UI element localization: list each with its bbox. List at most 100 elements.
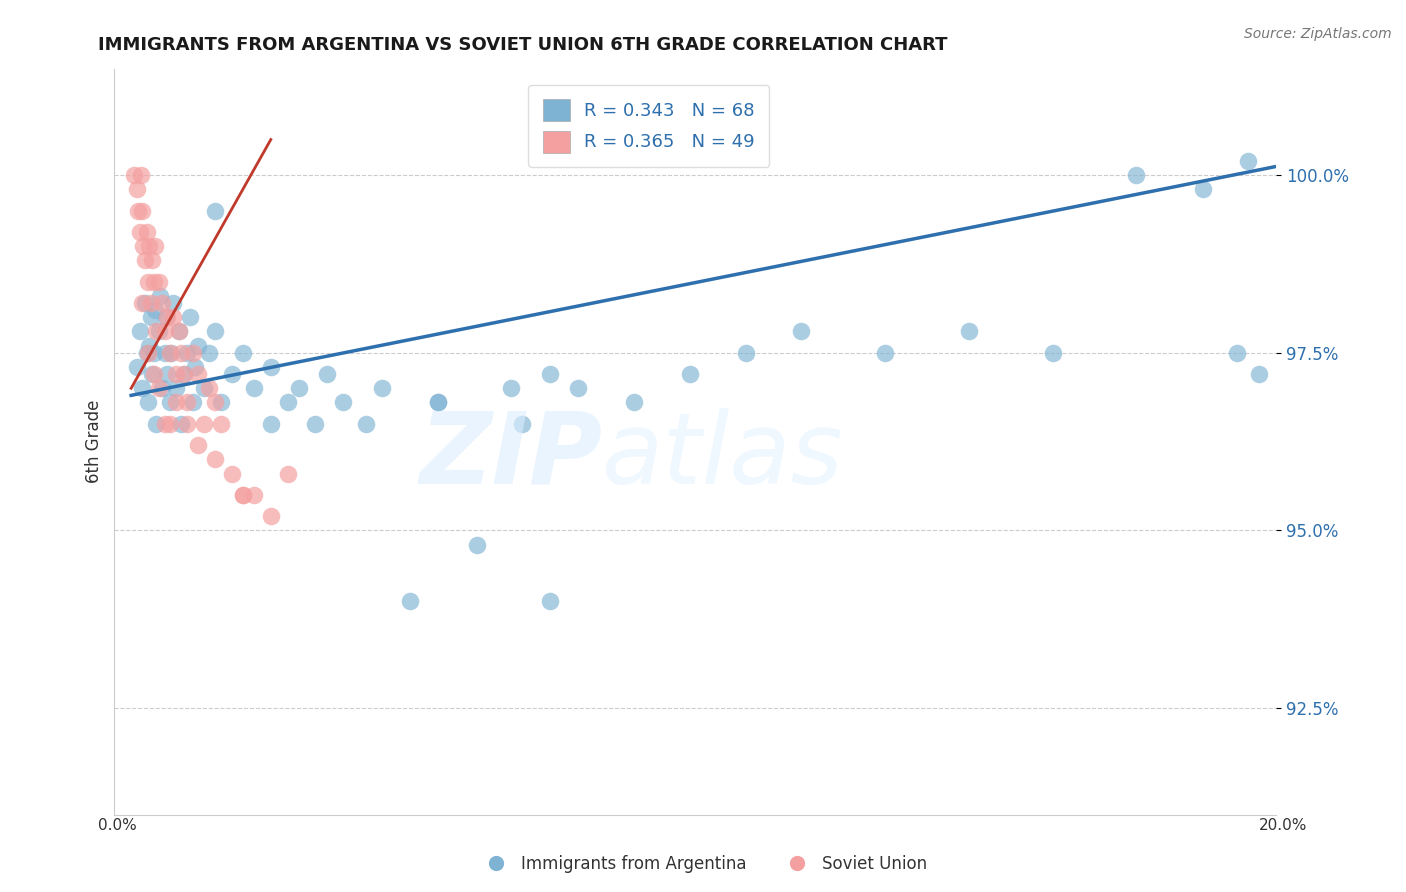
- Point: [679, 367, 702, 381]
- Point: [232, 345, 254, 359]
- Point: [134, 296, 156, 310]
- Point: [135, 225, 157, 239]
- Point: [315, 367, 337, 381]
- Point: [209, 395, 232, 409]
- Point: [1249, 367, 1271, 381]
- Point: [142, 367, 165, 381]
- Point: [567, 381, 589, 395]
- Point: [142, 345, 165, 359]
- Point: [141, 367, 163, 381]
- Point: [790, 325, 813, 339]
- Point: [136, 275, 159, 289]
- Point: [181, 395, 204, 409]
- Point: [128, 325, 150, 339]
- Point: [193, 417, 215, 431]
- Point: [371, 381, 394, 395]
- Text: 20.0%: 20.0%: [1260, 818, 1308, 832]
- Point: [150, 296, 173, 310]
- Point: [136, 345, 159, 359]
- Point: [1192, 182, 1215, 196]
- Point: [148, 325, 170, 339]
- Point: [165, 381, 187, 395]
- Point: [165, 367, 187, 381]
- Point: [153, 325, 176, 339]
- Point: [160, 345, 183, 359]
- Point: [181, 345, 204, 359]
- Point: [204, 203, 226, 218]
- Point: [155, 310, 177, 325]
- Point: [198, 381, 221, 395]
- Point: [162, 310, 184, 325]
- Point: [167, 325, 190, 339]
- Point: [204, 325, 226, 339]
- Text: 0.0%: 0.0%: [98, 818, 138, 832]
- Point: [129, 168, 152, 182]
- Text: atlas: atlas: [602, 408, 844, 505]
- Point: [467, 537, 489, 551]
- Legend: R = 0.343   N = 68, R = 0.365   N = 49: R = 0.343 N = 68, R = 0.365 N = 49: [529, 85, 769, 167]
- Point: [153, 345, 176, 359]
- Point: [260, 509, 283, 524]
- Point: [198, 345, 221, 359]
- Point: [734, 345, 756, 359]
- Point: [125, 182, 148, 196]
- Point: [127, 203, 149, 218]
- Point: [131, 203, 153, 218]
- Point: [623, 395, 645, 409]
- Point: [162, 296, 184, 310]
- Point: [957, 325, 980, 339]
- Point: [143, 303, 166, 318]
- Point: [193, 381, 215, 395]
- Point: [277, 467, 299, 481]
- Point: [165, 395, 187, 409]
- Point: [243, 381, 266, 395]
- Point: [260, 359, 283, 374]
- Point: [150, 381, 173, 395]
- Point: [221, 467, 243, 481]
- Point: [148, 381, 170, 395]
- Point: [179, 310, 201, 325]
- Point: [187, 338, 209, 352]
- Point: [122, 168, 145, 182]
- Point: [538, 367, 561, 381]
- Point: [167, 325, 190, 339]
- Text: Source: ZipAtlas.com: Source: ZipAtlas.com: [1244, 27, 1392, 41]
- Point: [142, 275, 165, 289]
- Point: [187, 367, 209, 381]
- Point: [243, 488, 266, 502]
- Point: [135, 345, 157, 359]
- Point: [399, 594, 422, 608]
- Point: [427, 395, 450, 409]
- Point: [170, 345, 193, 359]
- Point: [232, 488, 254, 502]
- Point: [136, 395, 159, 409]
- Point: [287, 381, 309, 395]
- Point: [139, 296, 162, 310]
- Point: [875, 345, 897, 359]
- Point: [176, 345, 198, 359]
- Point: [139, 310, 162, 325]
- Point: [209, 417, 232, 431]
- Point: [332, 395, 354, 409]
- Point: [176, 395, 198, 409]
- Point: [156, 367, 179, 381]
- Point: [499, 381, 522, 395]
- Point: [141, 253, 163, 268]
- Point: [138, 338, 160, 352]
- Point: [143, 239, 166, 253]
- Point: [132, 239, 155, 253]
- Point: [232, 488, 254, 502]
- Point: [134, 253, 156, 268]
- Point: [277, 395, 299, 409]
- Point: [159, 395, 181, 409]
- Point: [1125, 168, 1147, 182]
- Point: [131, 296, 153, 310]
- Point: [159, 345, 181, 359]
- Point: [1042, 345, 1064, 359]
- Point: [304, 417, 326, 431]
- Point: [156, 310, 179, 325]
- Point: [125, 359, 148, 374]
- Point: [427, 395, 450, 409]
- Point: [260, 417, 283, 431]
- Point: [148, 275, 170, 289]
